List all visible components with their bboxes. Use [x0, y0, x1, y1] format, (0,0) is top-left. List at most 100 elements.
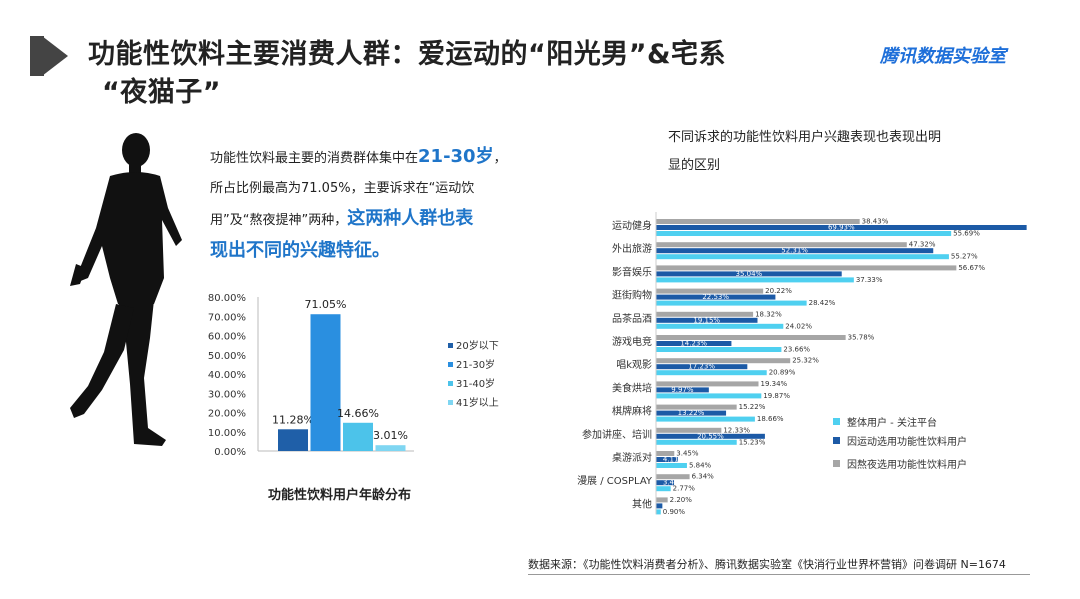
interest-title-line-2: 显的区别 [668, 158, 721, 173]
brand-logo: 腾讯数据实验室 [880, 46, 1006, 67]
intro-line-2: 所占比例最高为71.05%，主要诉求在“运动饮 [210, 181, 475, 196]
page-title: 功能性饮料主要消费人群：爱运动的“阳光男”&宅系 “夜猫子” [88, 36, 868, 112]
bar-value-label: 4.11% [663, 456, 686, 464]
bar-series-2 [656, 219, 860, 224]
bar-value-label: 15.23% [739, 438, 766, 446]
bar-series-1 [656, 248, 934, 254]
bar-series-2 [656, 335, 846, 340]
bar-value-label: 28.42% [809, 299, 836, 307]
interest-chart-title: 不同诉求的功能性饮料用户兴趣表现也表现出明 显的区别 [668, 124, 1028, 180]
bar-value-label: 6.34% [692, 473, 715, 481]
bar-value-label: 19.15% [693, 316, 720, 324]
bar-series-2 [656, 265, 957, 271]
y-tick-label: 70.00% [208, 312, 246, 323]
bar-value-label: 1.20% [663, 502, 686, 510]
bar-value-label: 19.87% [763, 392, 790, 400]
bar-series-0 [656, 231, 952, 236]
bar-series-2 [656, 474, 690, 480]
category-label: 参加讲座、培训 [582, 428, 652, 441]
bar-value-label: 13.22% [678, 409, 705, 417]
bar-series-0 [656, 416, 755, 422]
bar-series-2 [656, 242, 907, 248]
bar-series-0 [656, 463, 687, 468]
bar-value-label: 71.05% [305, 298, 347, 311]
y-tick-label: 40.00% [208, 370, 246, 381]
bar-series-0 [656, 370, 767, 376]
bar-series-2 [656, 381, 759, 387]
bar-series-1 [656, 457, 678, 462]
y-tick-label: 0.00% [214, 447, 246, 458]
bar-value-label: 56.67% [958, 264, 985, 272]
bar-value-label: 2.20% [670, 496, 693, 504]
title-line-1: 功能性饮料主要消费人群：爱运动的“阳光男”&宅系 [88, 39, 727, 70]
bar-value-label: 9.97% [671, 386, 694, 394]
bar-value-label: 18.32% [755, 310, 782, 318]
bar-series-1 [656, 341, 732, 346]
bar-value-label: 52.31% [781, 247, 808, 255]
intro-highlight-1: 这两种人群也表 [347, 208, 474, 229]
bar-41岁以上 [375, 445, 406, 451]
bar-series-2 [656, 288, 764, 294]
bar-series-1 [656, 433, 765, 439]
intro-text: 功能性饮料最主要的消费群体集中在21-30岁， 所占比例最高为71.05%，主要… [210, 142, 570, 268]
category-label: 棋牌麻将 [612, 405, 652, 418]
bar-series-2 [656, 427, 722, 433]
bar-value-label: 47.32% [909, 241, 936, 249]
bar-series-0 [656, 393, 762, 399]
source-note: 数据来源：《功能性饮料消费者分析》、腾讯数据实验室《快消行业世界杯营销》问卷调研… [528, 558, 1006, 571]
bar-series-0 [656, 254, 949, 260]
age-chart-title: 功能性饮料用户年龄分布 [268, 488, 412, 503]
bar-series-2 [656, 311, 754, 317]
intro-highlight-age: 21-30岁 [418, 146, 494, 167]
category-label: 美食烘培 [612, 381, 652, 394]
bar-series-0 [656, 277, 854, 283]
bar-series-1 [656, 294, 776, 300]
interest-chart: 运动健身 38.43% 69.93% 55.69% 外出旅游 47.32% 52.31% 55… [577, 212, 1027, 516]
bar-value-label: 0.90% [663, 508, 686, 516]
age-distribution-chart: 0.00% 10.00% 20.00% 30.00% 40.00% 50.00% 60.00… [208, 293, 499, 458]
bar-series-2 [656, 451, 675, 456]
category-label: 漫展 / COSPLAY [577, 475, 653, 487]
bar-series-2 [656, 497, 668, 503]
bar-value-label: 3.40% [663, 479, 686, 487]
legend-label: 31-40岁 [456, 377, 495, 390]
intro-line-1: 功能性饮料最主要的消费群体集中在 [210, 151, 419, 166]
bar-series-1 [656, 387, 709, 393]
bar-series-1 [656, 317, 758, 323]
title-line-2: “夜猫子” [102, 77, 221, 108]
y-tick-label: 50.00% [208, 351, 246, 362]
category-label: 唱k观影 [616, 359, 652, 371]
legend-label: 20岁以下 [456, 339, 499, 352]
bar-value-label: 23.66% [783, 346, 810, 354]
category-label: 逛街购物 [612, 289, 652, 302]
bar-value-label: 55.27% [951, 253, 978, 261]
category-label: 其他 [632, 497, 652, 510]
legend-label: 因运动选用功能性饮料用户 [847, 435, 967, 448]
bar-value-label: 22.53% [702, 293, 729, 301]
legend-label: 21-30岁 [456, 358, 495, 371]
y-tick-label: 10.00% [208, 428, 246, 439]
bar-value-label: 19.34% [761, 380, 788, 388]
bar-value-label: 14.66% [337, 407, 379, 420]
legend-swatch [833, 418, 840, 425]
bar-value-label: 37.33% [856, 276, 883, 284]
y-tick-label: 80.00% [208, 293, 246, 304]
bar-value-label: 3.01% [373, 429, 408, 442]
bar-value-label: 20.22% [765, 287, 792, 295]
bar-value-label: 25.32% [792, 357, 819, 365]
category-label: 运动健身 [612, 219, 652, 232]
bar-value-label: 12.33% [723, 426, 750, 434]
bar-value-label: 11.28% [272, 413, 314, 426]
intro-line-3: 用”及“熬夜提神”两种， [210, 213, 348, 228]
interest-title-line-1: 不同诉求的功能性饮料用户兴趣表现也表现出明 [668, 130, 942, 145]
bar-21-30岁 [310, 314, 341, 451]
bar-series-1 [656, 480, 675, 486]
bar-value-label: 35.78% [848, 334, 875, 342]
bar-value-label: 17.23% [688, 363, 715, 371]
bar-value-label: 20.89% [769, 369, 796, 377]
bar-series-1 [656, 503, 663, 509]
y-tick-label: 30.00% [208, 389, 246, 400]
bar-series-2 [656, 358, 791, 364]
category-label: 影音娱乐 [612, 265, 652, 278]
bar-value-label: 3.45% [676, 450, 699, 458]
